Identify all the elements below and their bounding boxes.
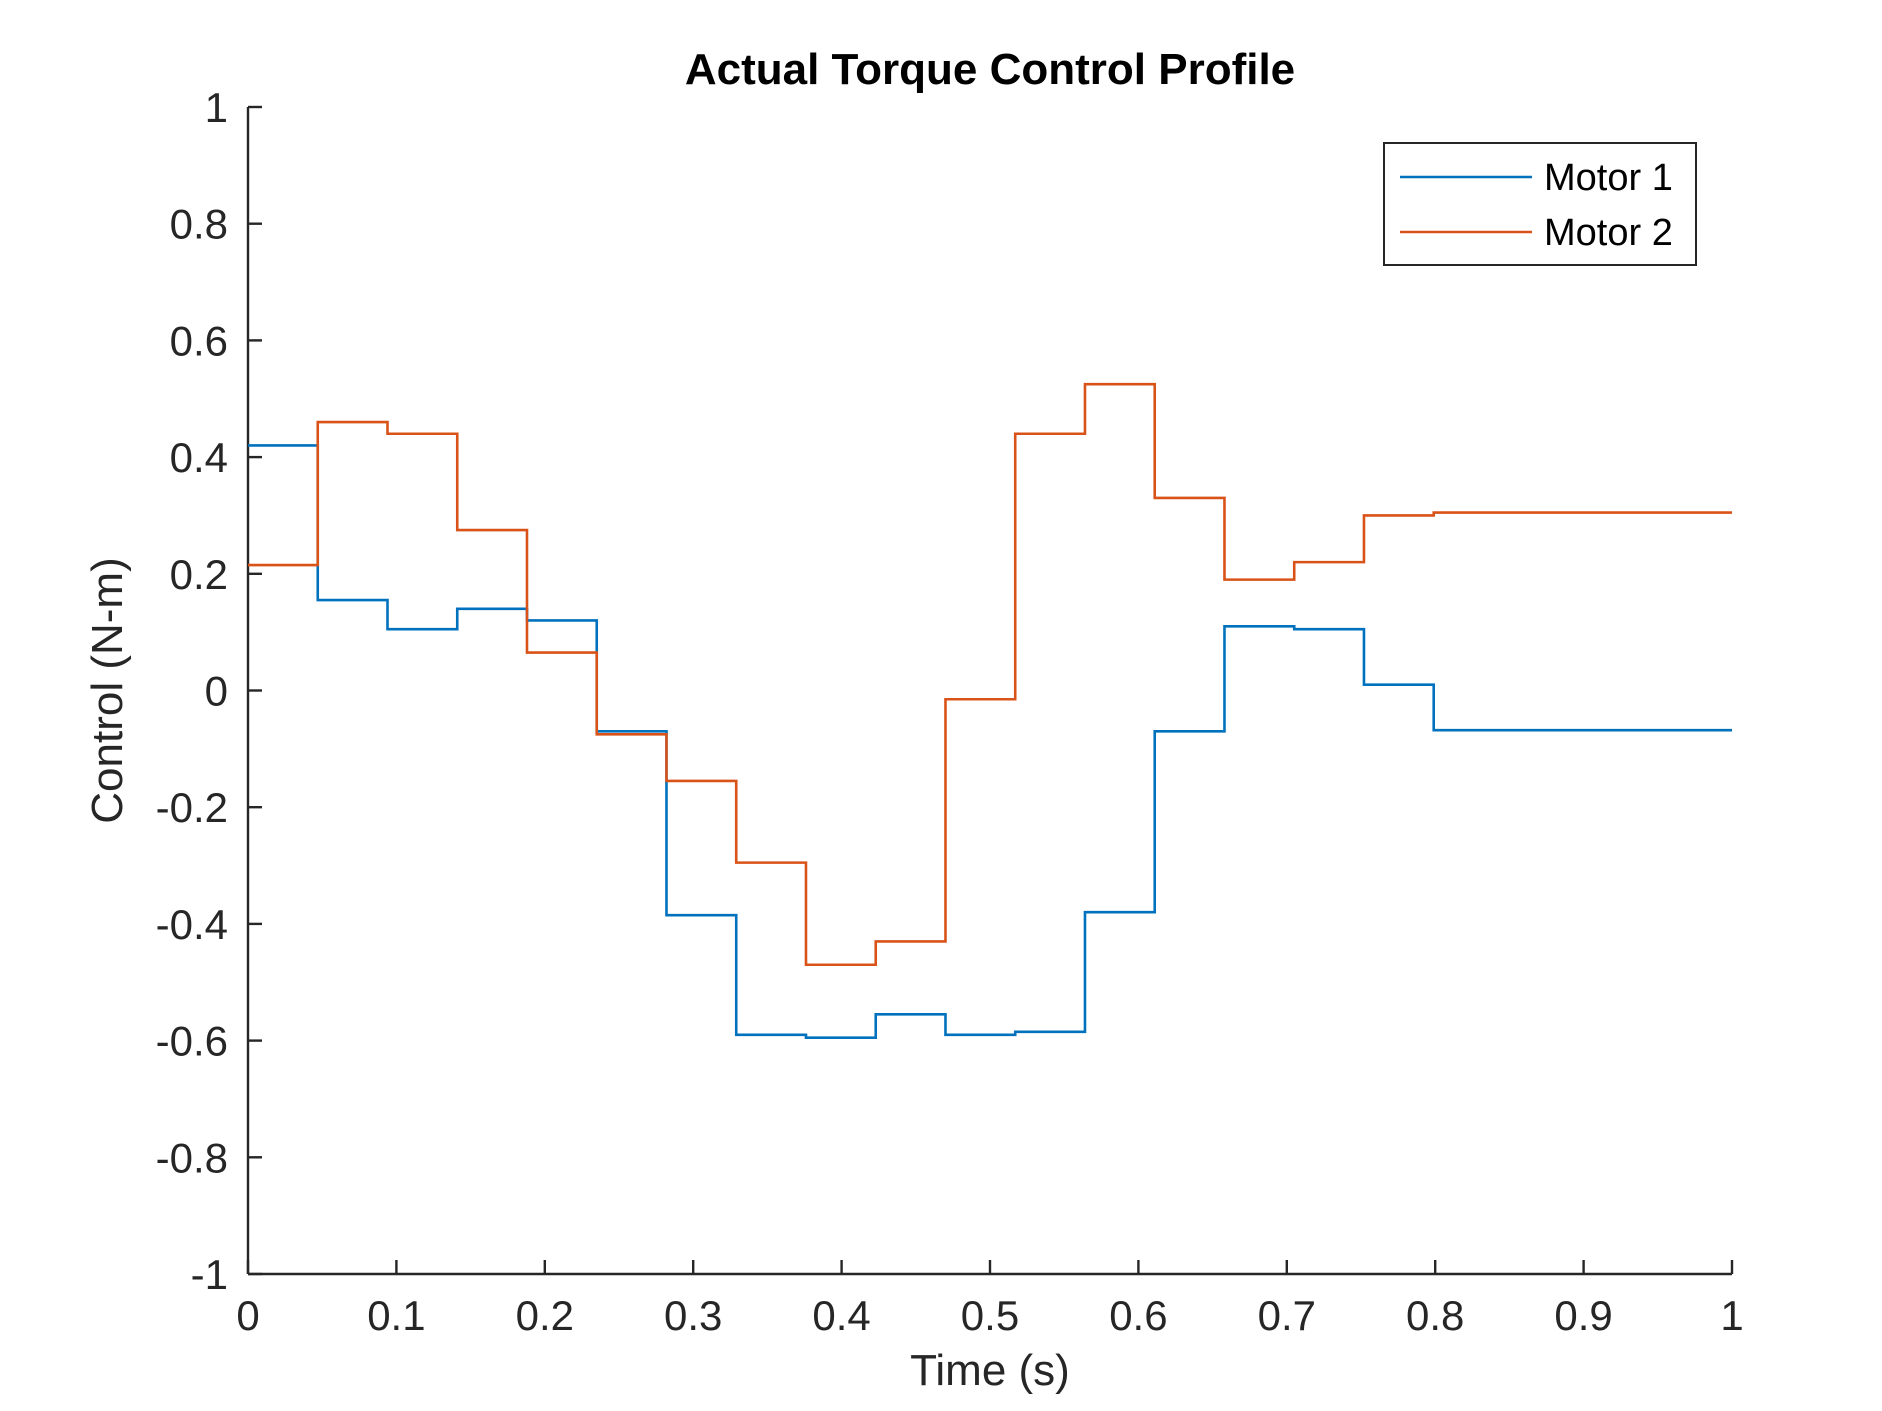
y-tick-label: -0.2 bbox=[156, 784, 228, 831]
x-ticks: 0 0.1 0.2 0.3 0.4 0.5 0.6 0.7 0.8 0.9 1 bbox=[236, 1260, 1744, 1339]
y-axis-title: Control (N-m) bbox=[83, 557, 132, 823]
legend-box bbox=[1383, 142, 1697, 266]
y-tick-label: 0.8 bbox=[170, 201, 228, 248]
y-tick-label: -0.8 bbox=[156, 1134, 228, 1181]
x-tick-label: 0.6 bbox=[1109, 1292, 1167, 1339]
y-ticks: 1 0.8 0.6 0.4 0.2 0 -0.2 -0.4 -0.6 -0.8 -1 bbox=[156, 84, 262, 1298]
x-tick-label: 0.9 bbox=[1554, 1292, 1612, 1339]
legend-label: Motor 1 bbox=[1544, 157, 1673, 199]
y-tick-label: 0.2 bbox=[170, 551, 228, 598]
legend-label: Motor 2 bbox=[1544, 212, 1673, 254]
legend-items: Motor 1 Motor 2 bbox=[1400, 157, 1673, 254]
series-line-2 bbox=[248, 382, 1732, 967]
x-tick-label: 0.7 bbox=[1258, 1292, 1316, 1339]
plot-area: 0 0.1 0.2 0.3 0.4 0.5 0.6 0.7 0.8 0.9 1 1 0.8 0.6 0.4… bbox=[156, 84, 1744, 1339]
x-tick-label: 0 bbox=[236, 1292, 259, 1339]
y-tick-label: 0.4 bbox=[170, 434, 228, 481]
legend: Motor 1 Motor 2 bbox=[1383, 142, 1697, 266]
y-tick-label: -0.6 bbox=[156, 1018, 228, 1065]
y-tick-label: 0.6 bbox=[170, 317, 228, 364]
x-tick-label: 0.2 bbox=[516, 1292, 574, 1339]
x-tick-label: 0.8 bbox=[1406, 1292, 1464, 1339]
y-tick-label: 0 bbox=[205, 668, 228, 715]
x-axis-title: Time (s) bbox=[910, 1346, 1070, 1395]
y-tick-label: 1 bbox=[205, 84, 228, 131]
series-line-1 bbox=[248, 444, 1732, 1039]
y-tick-label: -0.4 bbox=[156, 901, 228, 948]
y-tick-label: -1 bbox=[191, 1251, 228, 1298]
chart-title: Actual Torque Control Profile bbox=[685, 45, 1295, 94]
x-tick-label: 0.4 bbox=[812, 1292, 870, 1339]
x-tick-label: 0.5 bbox=[961, 1292, 1019, 1339]
x-tick-label: 1 bbox=[1720, 1292, 1743, 1339]
series-group bbox=[248, 382, 1732, 1039]
x-tick-label: 0.1 bbox=[367, 1292, 425, 1339]
x-tick-label: 0.3 bbox=[664, 1292, 722, 1339]
